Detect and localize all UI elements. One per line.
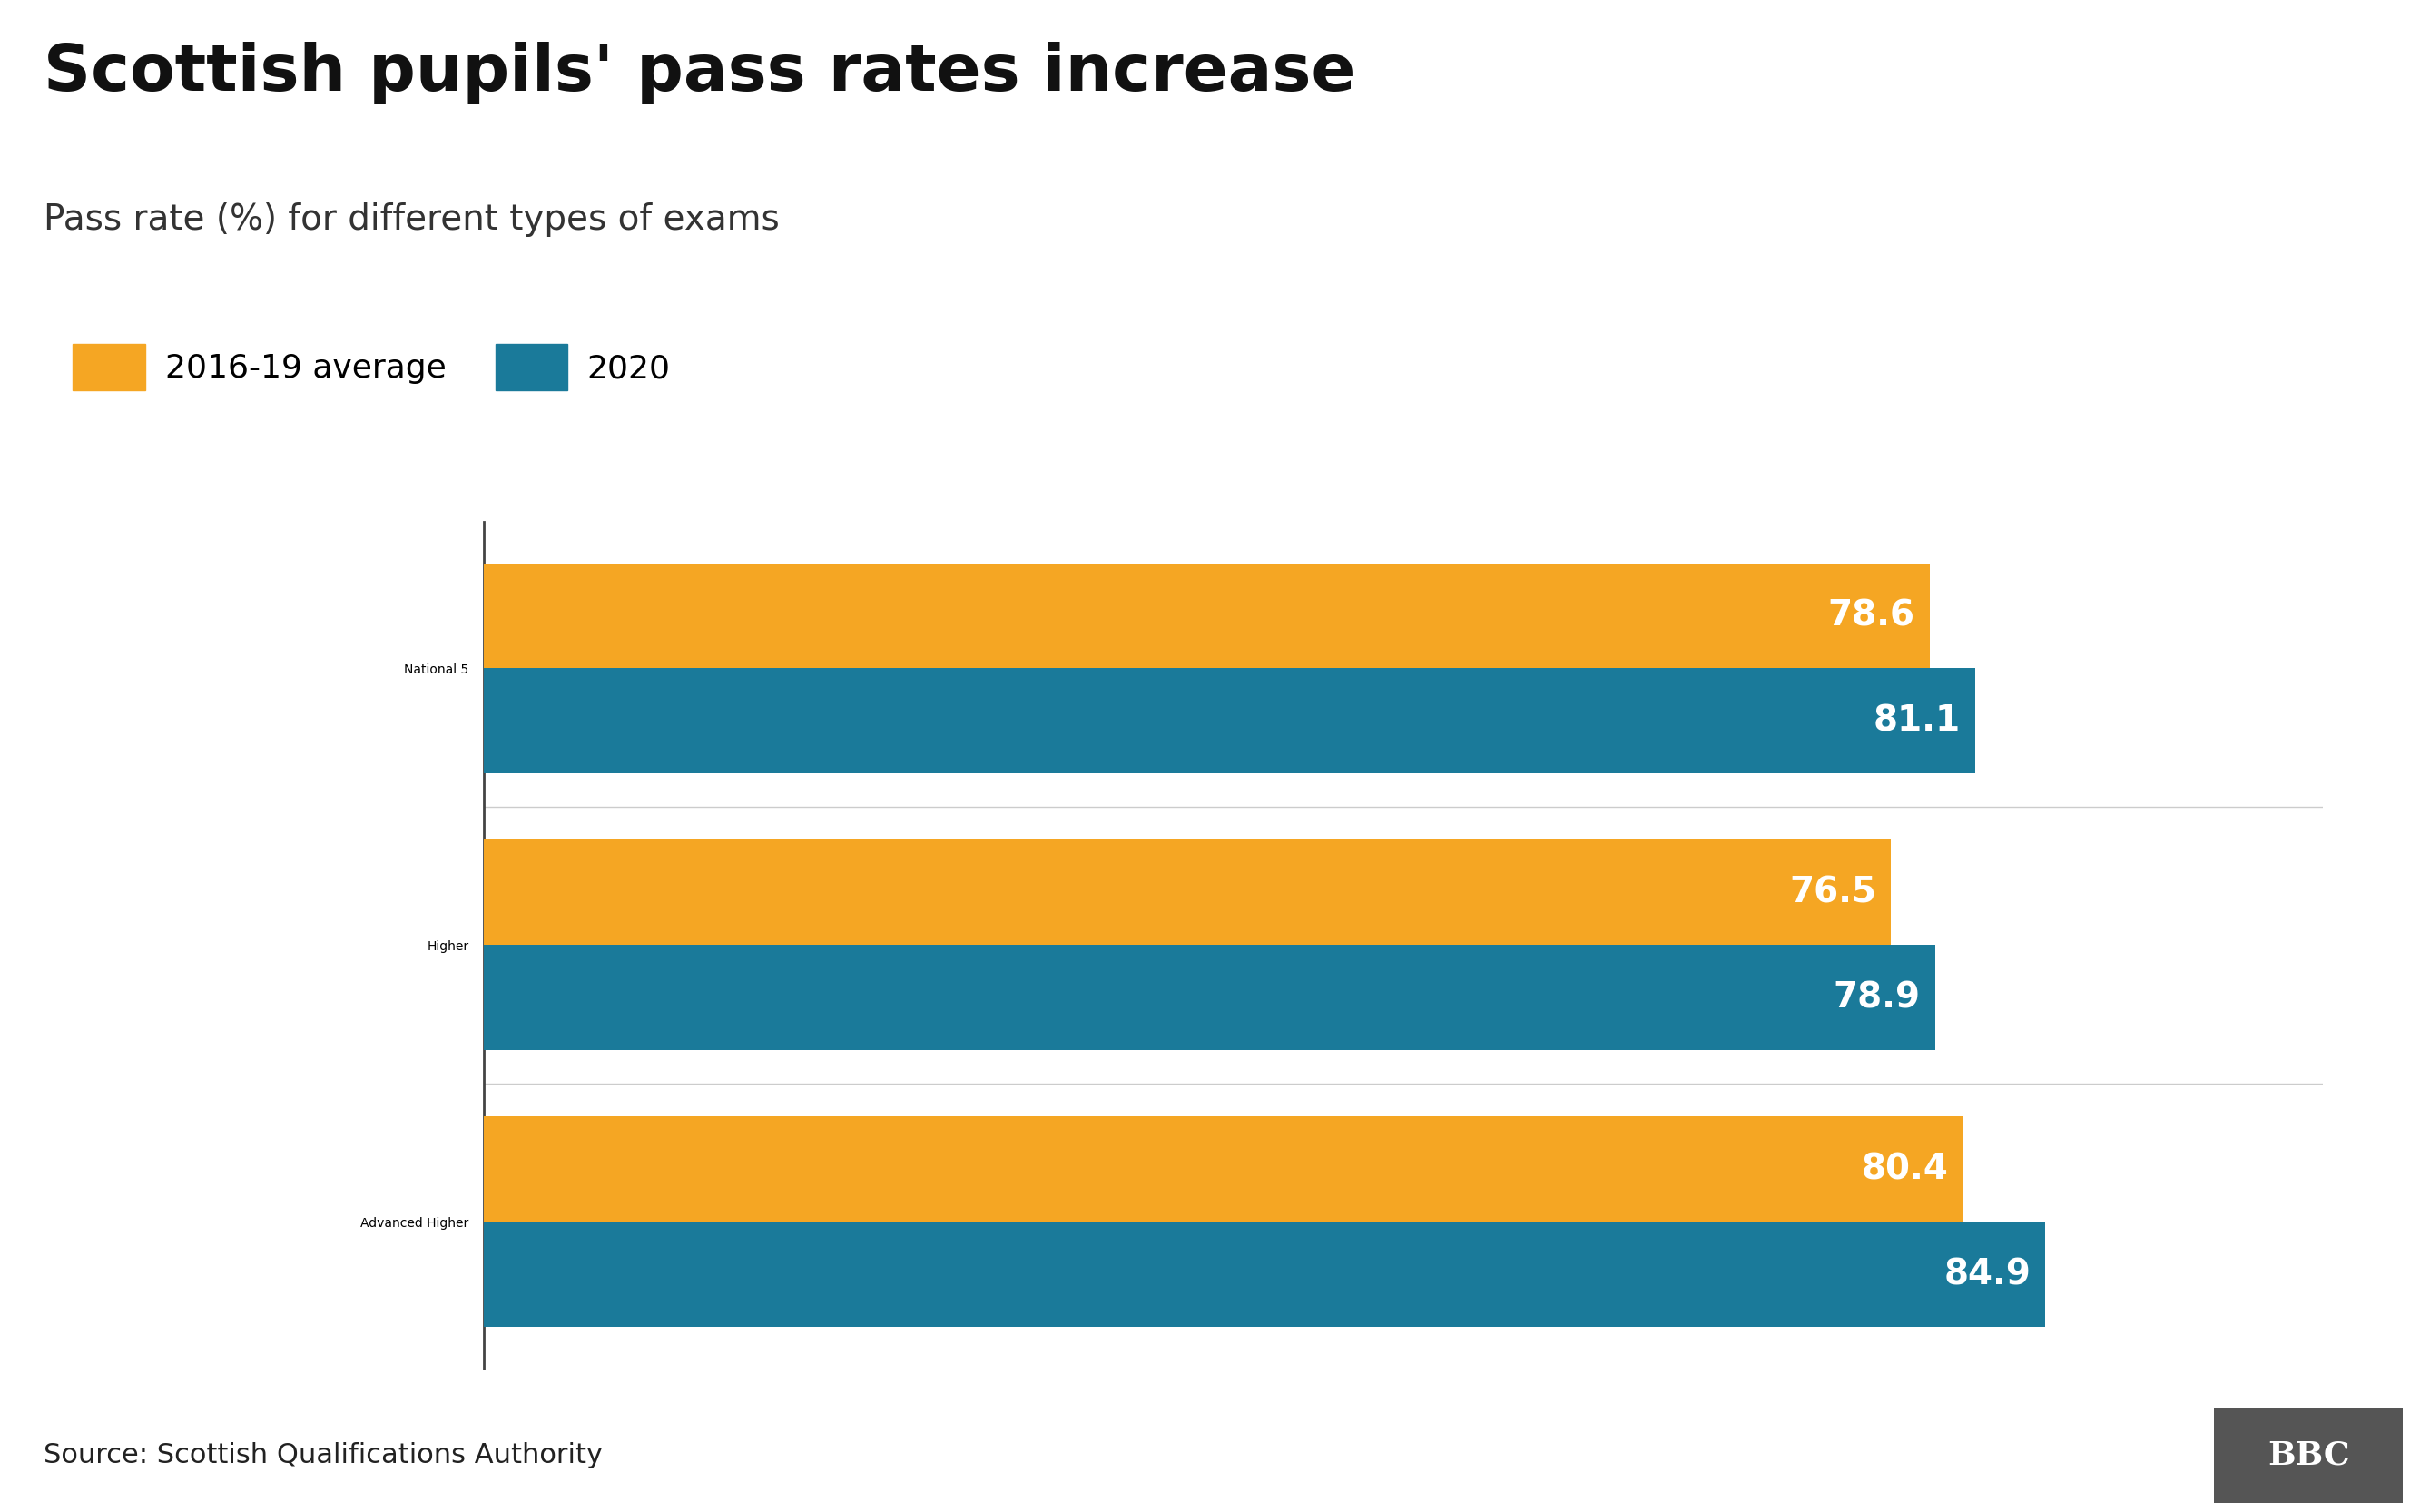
- Bar: [484, 1222, 2045, 1328]
- Text: 78.9: 78.9: [1834, 980, 1921, 1015]
- Text: BBC: BBC: [2268, 1439, 2350, 1471]
- Bar: [484, 668, 1975, 774]
- Text: Pass rate (%) for different types of exams: Pass rate (%) for different types of exa…: [44, 203, 779, 237]
- Text: Source: Scottish Qualifications Authority: Source: Scottish Qualifications Authorit…: [44, 1442, 603, 1468]
- Bar: [484, 945, 1936, 1051]
- Bar: [484, 839, 1890, 945]
- Bar: [484, 562, 1929, 668]
- Bar: [484, 1116, 1963, 1222]
- Text: Scottish pupils' pass rates increase: Scottish pupils' pass rates increase: [44, 42, 1355, 104]
- Text: 81.1: 81.1: [1873, 703, 1960, 738]
- Text: 76.5: 76.5: [1788, 875, 1876, 910]
- Text: 78.6: 78.6: [1827, 599, 1914, 634]
- FancyBboxPatch shape: [2214, 1408, 2403, 1503]
- Legend: 2016-19 average, 2020: 2016-19 average, 2020: [61, 331, 682, 404]
- Text: 84.9: 84.9: [1943, 1256, 2030, 1291]
- Text: 80.4: 80.4: [1861, 1152, 1948, 1187]
